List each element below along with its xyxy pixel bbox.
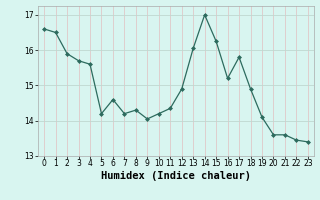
X-axis label: Humidex (Indice chaleur): Humidex (Indice chaleur) bbox=[101, 171, 251, 181]
